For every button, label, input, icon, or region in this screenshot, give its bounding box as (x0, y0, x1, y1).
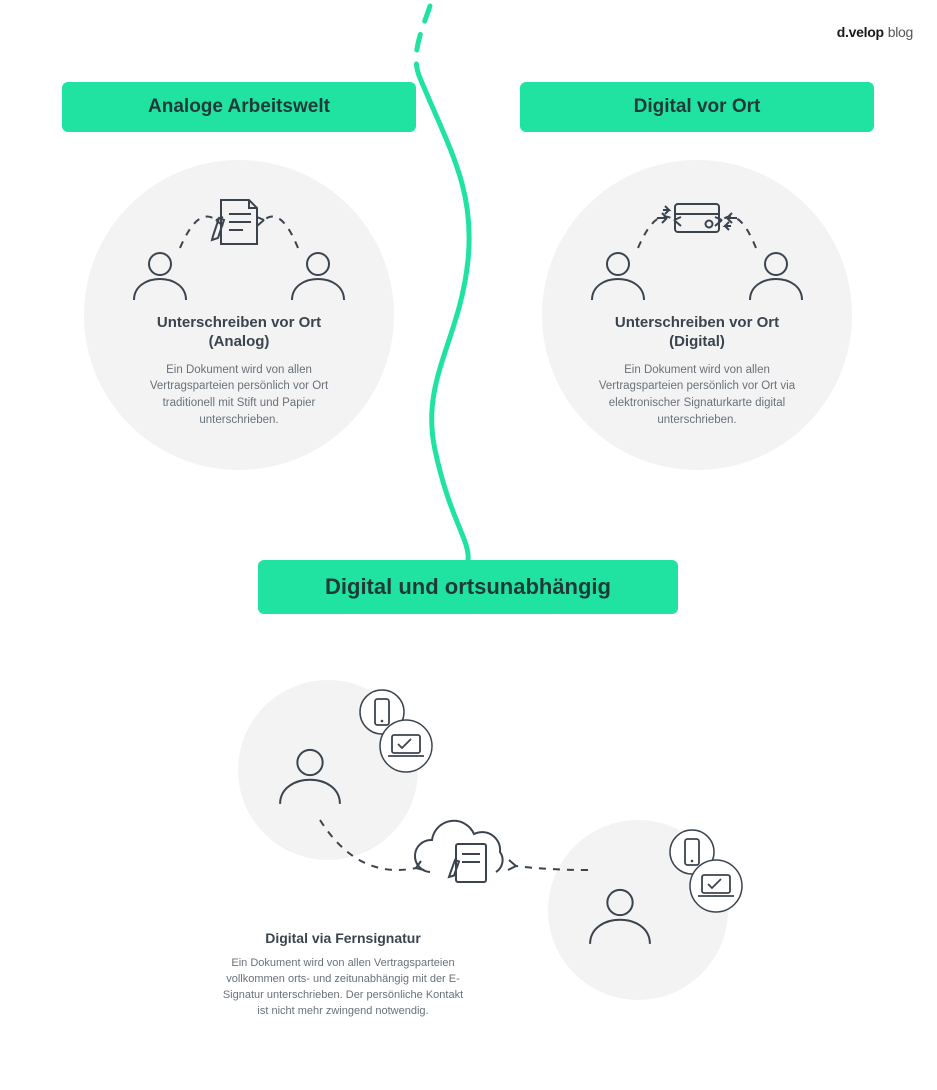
header-digital-remote-label: Digital und ortsunabhängig (325, 574, 611, 599)
panel-analog-title: Unterschreiben vor Ort(Analog) (157, 314, 321, 352)
panel-digital-remote-text: Digital via Fernsignatur Ein Dokument wi… (218, 930, 468, 1020)
illustration-analog (124, 188, 354, 308)
panel-digital-onsite-desc: Ein Dokument wird von allen Vertragspart… (587, 362, 807, 429)
panel-analog: Unterschreiben vor Ort(Analog) Ein Dokum… (84, 160, 394, 470)
header-digital-remote: Digital und ortsunabhängig (258, 560, 678, 614)
brand-name: d.velop (837, 24, 884, 40)
brand-logo: d.velopblog (837, 24, 913, 40)
panel-digital-onsite-title: Unterschreiben vor Ort(Digital) (615, 314, 779, 352)
panel-digital-remote-title: Digital via Fernsignatur (218, 930, 468, 946)
panel-digital-onsite: Unterschreiben vor Ort(Digital) Ein Doku… (542, 160, 852, 470)
illustration-digital-onsite (582, 188, 812, 308)
header-digital-onsite: Digital vor Ort (520, 82, 874, 132)
header-analog: Analoge Arbeitswelt (62, 82, 416, 132)
brand-suffix: blog (888, 24, 913, 40)
panel-digital-remote-desc: Ein Dokument wird von allen Vertragspart… (218, 956, 468, 1020)
header-analog-label: Analoge Arbeitswelt (148, 96, 330, 117)
panel-digital-remote: Digital via Fernsignatur Ein Dokument wi… (168, 650, 768, 1050)
panel-analog-desc: Ein Dokument wird von allen Vertragspart… (129, 362, 349, 429)
header-digital-onsite-label: Digital vor Ort (634, 96, 761, 117)
